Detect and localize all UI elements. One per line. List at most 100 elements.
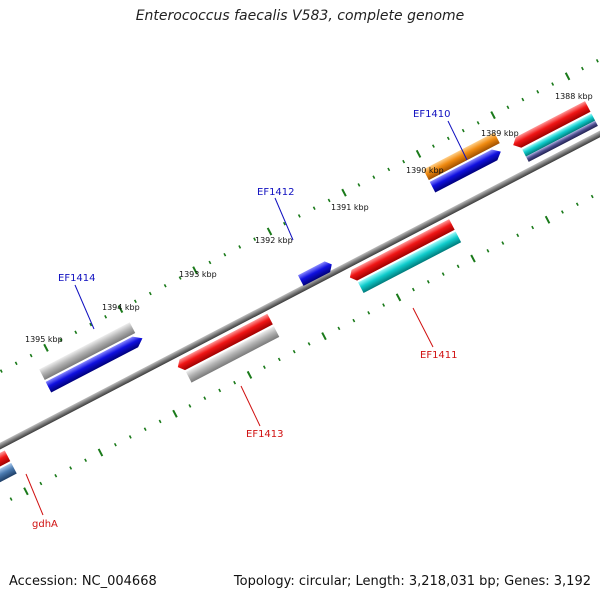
minor-tick	[89, 322, 93, 327]
kbp-label: 1394 kbp	[102, 303, 140, 312]
gene-label-ef1414[interactable]: EF1414	[58, 273, 96, 284]
minor-tick	[277, 357, 281, 362]
feature-blue-long-arrow[interactable]	[45, 333, 146, 393]
minor-tick	[14, 361, 18, 366]
major-tick	[43, 343, 49, 352]
minor-tick	[516, 233, 520, 238]
kbp-label: 1390 kbp	[406, 166, 444, 175]
leader-ef1410	[447, 120, 468, 161]
major-tick	[23, 487, 29, 496]
minor-tick	[506, 105, 510, 110]
minor-tick	[148, 291, 152, 296]
minor-tick	[590, 194, 594, 199]
major-tick	[266, 227, 273, 236]
minor-tick	[238, 245, 242, 249]
gene-label-gdha[interactable]: gdhA	[32, 519, 58, 530]
minor-tick	[178, 276, 182, 280]
minor-tick	[233, 380, 237, 385]
minor-tick	[486, 249, 490, 253]
minor-tick	[54, 473, 58, 478]
minor-tick	[337, 326, 341, 331]
kbp-label: 1392 kbp	[255, 236, 293, 245]
inner-tick-ring	[9, 194, 594, 501]
gene-label-ef1410[interactable]: EF1410	[413, 109, 451, 120]
minor-tick	[372, 175, 376, 179]
gene-label-ef1411[interactable]: EF1411	[420, 350, 458, 361]
feature-cyan-long-bar[interactable]	[358, 231, 462, 293]
gene-label-ef1413[interactable]: EF1413	[246, 429, 284, 440]
minor-tick	[536, 90, 540, 94]
minor-tick	[158, 419, 162, 424]
map-title: Enterococcus faecalis V583, complete gen…	[135, 8, 465, 24]
feature-gray-bar[interactable]	[39, 322, 136, 381]
major-tick	[415, 149, 422, 158]
feature-cyan-bar[interactable]	[522, 113, 596, 157]
minor-tick	[521, 97, 525, 102]
major-tick	[117, 305, 124, 314]
leader-ef1411	[412, 307, 434, 348]
minor-tick	[551, 82, 555, 86]
minor-tick	[575, 202, 579, 207]
minor-tick	[104, 314, 108, 319]
minor-tick	[387, 167, 391, 172]
major-tick	[341, 188, 347, 197]
minor-tick	[560, 210, 564, 214]
gene-label-ef1412[interactable]: EF1412	[257, 187, 295, 198]
minor-tick	[113, 442, 117, 447]
minor-tick	[461, 128, 465, 133]
minor-tick	[476, 121, 480, 125]
feature-gray-mid-bar[interactable]	[185, 326, 280, 383]
kbp-label: 1389 kbp	[481, 129, 519, 138]
major-tick	[490, 111, 496, 120]
minor-tick	[223, 252, 227, 257]
minor-tick	[441, 272, 445, 276]
kbp-label: 1391 kbp	[331, 203, 369, 212]
feature-orange-bar[interactable]	[423, 132, 500, 181]
minor-tick	[208, 260, 212, 265]
minor-tick	[357, 183, 361, 187]
feature-red-left-arrow[interactable]	[347, 219, 455, 283]
feature-steel-bar[interactable]	[0, 462, 17, 513]
minor-tick	[253, 237, 257, 242]
minor-tick	[29, 353, 33, 358]
kbp-label: 1395 kbp	[25, 335, 63, 344]
minor-tick	[307, 342, 311, 346]
minor-tick	[581, 66, 584, 71]
major-tick	[395, 293, 402, 302]
major-tick	[544, 215, 551, 224]
major-tick	[321, 332, 327, 341]
minor-tick	[446, 136, 450, 141]
minor-tick	[188, 404, 192, 408]
genome-backbone	[0, 94, 600, 486]
kbp-label: 1393 kbp	[179, 270, 217, 279]
minor-tick	[143, 427, 147, 432]
feature-blue-arrow[interactable]	[429, 146, 504, 193]
minor-tick	[297, 214, 301, 218]
outer-tick-ring	[0, 59, 599, 373]
minor-tick	[352, 318, 356, 323]
accession-text: Accession: NC_004668	[9, 574, 157, 589]
feature-blue-small-arrow[interactable]	[297, 259, 335, 286]
minor-tick	[402, 159, 406, 164]
feature-red-arrow[interactable]	[510, 101, 591, 150]
minor-tick	[367, 311, 371, 315]
minor-tick	[292, 349, 296, 354]
minor-tick	[431, 144, 435, 148]
minor-tick	[456, 264, 460, 269]
genome-summary-text: Topology: circular; Length: 3,218,031 bp…	[233, 574, 591, 589]
minor-tick	[69, 466, 73, 470]
minor-tick	[327, 198, 331, 203]
feature-navy-bar[interactable]	[525, 120, 598, 162]
feature-red-mid-arrow[interactable]	[175, 313, 273, 373]
major-tick	[246, 370, 253, 379]
minor-tick	[59, 338, 63, 342]
minor-tick	[262, 365, 266, 369]
leader-ef1413	[240, 385, 261, 427]
leader-ef1412	[274, 197, 294, 241]
minor-tick	[312, 206, 316, 210]
leader-gdha	[25, 473, 44, 516]
minor-tick	[133, 299, 137, 304]
major-tick	[564, 72, 571, 81]
minor-tick	[203, 396, 207, 400]
